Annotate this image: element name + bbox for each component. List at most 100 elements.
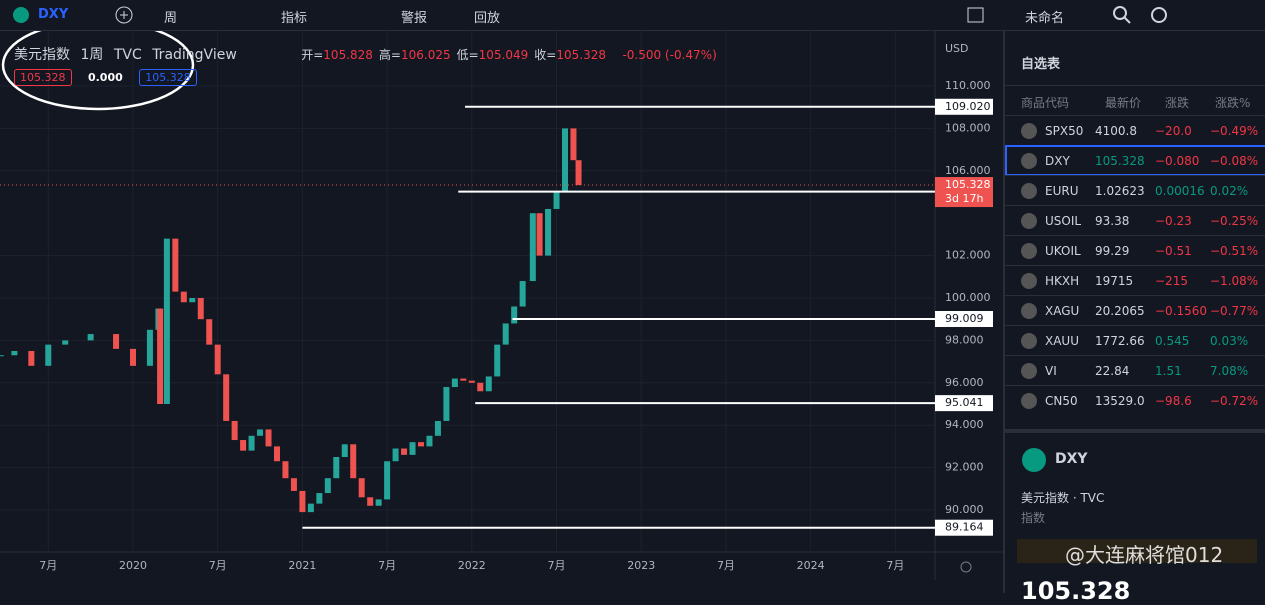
watermark: @大连麻将馆012 <box>1065 543 1224 567</box>
candle <box>273 446 280 462</box>
cell: HKXH <box>1045 274 1080 288</box>
y-tick-label: 90.000 <box>945 503 984 516</box>
candle <box>443 387 450 421</box>
candle <box>113 334 120 349</box>
x-tick-label: 7月 <box>209 559 227 572</box>
y-tick-label: 92.000 <box>945 461 984 474</box>
currency: USD <box>945 42 969 55</box>
settings-icon[interactable] <box>1149 5 1169 25</box>
legend-interval: 1周 <box>80 47 104 63</box>
ohlc-key: 高= <box>378 48 401 62</box>
cell: 0.02% <box>1210 184 1249 198</box>
candle <box>333 457 340 479</box>
x-tick-label: 2024 <box>797 559 825 572</box>
cell: XAUU <box>1045 334 1079 348</box>
candle <box>257 429 264 436</box>
y-tick-label: 94.000 <box>945 418 984 431</box>
watchlist-row[interactable]: EURU 1.02623 0.00016 0.02% <box>1005 175 1265 206</box>
details-symbol: DXY <box>1055 451 1088 467</box>
candle <box>575 160 582 186</box>
search-icon[interactable] <box>1112 5 1132 25</box>
watchlist-row[interactable]: UKOIL 99.29 −0.51 −0.51% <box>1005 235 1265 266</box>
level-label: 109.020 <box>945 100 991 113</box>
candle <box>367 497 374 506</box>
indicators[interactable]: 指标 <box>281 11 308 26</box>
watchlist-row[interactable]: XAUU 1772.66 0.545 0.03% <box>1005 325 1265 356</box>
cell: VI <box>1045 364 1057 378</box>
cell: 13529.0 <box>1095 394 1145 408</box>
candle <box>206 319 213 345</box>
layout-name[interactable]: 未命名 <box>1025 11 1065 26</box>
cell: −0.51% <box>1210 244 1259 258</box>
watchlist: 自选表 商品代码 最新价 涨跌 涨跌% SPX50 4100.8 −20.0 −0.49% D… <box>1003 31 1265 605</box>
watchlist-row[interactable]: VI 22.84 1.51 7.08% <box>1005 355 1265 386</box>
candle <box>28 351 35 366</box>
details-name: 美元指数 · TVC <box>1021 491 1105 505</box>
alerts[interactable]: 警报 <box>401 11 428 26</box>
x-tick-label: 2022 <box>458 559 486 572</box>
cell: −0.1560 <box>1155 304 1208 318</box>
interval[interactable]: 周 <box>164 11 178 26</box>
ohlc-key: 低= <box>456 48 479 62</box>
cell: −0.23 <box>1155 214 1192 228</box>
chart: 90.000 92.000 94.000 96.000 98.000 100.000 102… <box>0 19 1003 580</box>
candle <box>409 442 416 455</box>
last-price-bg <box>935 177 993 208</box>
watchlist-row[interactable]: DXY 105.328 −0.080 −0.08% <box>1005 145 1265 176</box>
ohlc-value: 106.025 <box>400 48 451 62</box>
add-icon[interactable] <box>115 6 133 24</box>
candle <box>401 448 408 455</box>
candle <box>290 478 297 491</box>
x-tick-label: 2021 <box>288 559 316 572</box>
row-icon <box>1021 273 1037 289</box>
candle <box>197 298 204 320</box>
cell: −1.08% <box>1210 274 1259 288</box>
candle <box>248 435 255 451</box>
watchlist-header: 商品代码 最新价 涨跌 涨跌% <box>1005 85 1265 116</box>
candle <box>451 378 458 388</box>
watchlist-row[interactable]: CN50 13529.0 −98.6 −0.72% <box>1005 385 1265 416</box>
candle <box>570 128 577 161</box>
candle <box>434 420 441 436</box>
candle <box>231 420 238 441</box>
candle <box>223 374 230 421</box>
candle <box>62 340 69 345</box>
candle <box>146 329 153 366</box>
candle <box>350 444 357 479</box>
watchlist-row[interactable]: USOIL 93.38 −0.23 −0.25% <box>1005 205 1265 236</box>
row-icon <box>1021 123 1037 139</box>
watchlist-title[interactable]: 自选表 <box>1021 57 1061 72</box>
legend-source: TradingView <box>152 47 237 63</box>
cell: XAGU <box>1045 304 1080 318</box>
watchlist-row[interactable]: SPX50 4100.8 −20.0 −0.49% <box>1005 115 1265 146</box>
replay[interactable]: 回放 <box>474 11 501 26</box>
x-tick-label: 2023 <box>627 559 655 572</box>
candle <box>375 499 382 506</box>
details-exchange: TVC <box>1080 491 1105 505</box>
legend-name: 美元指数 <box>14 47 70 63</box>
layout-icon[interactable] <box>966 6 986 24</box>
candle <box>502 323 509 345</box>
details-name-text: 美元指数 <box>1021 491 1070 505</box>
settings-icon[interactable] <box>960 561 972 573</box>
legend-exchange: TVC <box>113 47 142 63</box>
watchlist-row[interactable]: XAGU 20.2065 −0.1560 −0.77% <box>1005 295 1265 326</box>
inputs: 105.328 0.000 105.328 <box>14 69 723 86</box>
y-tick-label: 108.000 <box>945 121 991 134</box>
candle <box>561 128 568 192</box>
cell: CN50 <box>1045 394 1078 408</box>
input: 0.000 <box>87 71 123 84</box>
candle <box>307 503 314 513</box>
cell: 0.00016 <box>1155 184 1205 198</box>
candle <box>11 351 18 356</box>
watchlist-row[interactable]: HKXH 19715 −215 −1.08% <box>1005 265 1265 296</box>
candle <box>417 442 424 447</box>
candle <box>536 213 543 256</box>
symbol[interactable]: DXY <box>38 7 69 22</box>
candle <box>494 344 501 377</box>
cell: DXY <box>1045 154 1070 168</box>
cell: −215 <box>1155 274 1188 288</box>
cell: 0.03% <box>1210 334 1249 348</box>
x-tick-label: 7月 <box>886 559 904 572</box>
